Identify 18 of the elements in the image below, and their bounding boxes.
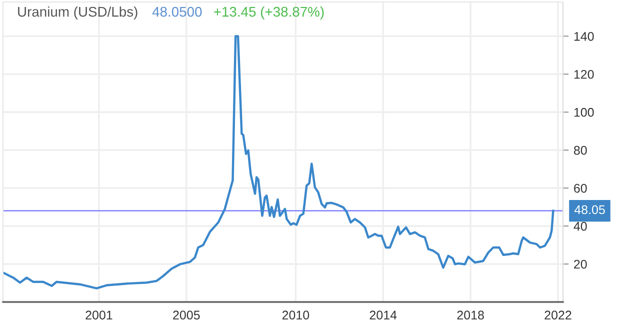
line-series <box>3 35 554 290</box>
chart-subtitle: 48.0500 <box>152 6 202 17</box>
y-tick-label: 40 <box>574 222 587 231</box>
x-tick-label: 2018 <box>457 310 484 320</box>
y-tick-label: 20 <box>574 260 587 269</box>
y-tick-label: 60 <box>574 184 587 193</box>
x-tick-label: 2022 <box>544 310 572 320</box>
ref-line-label: 48.05 <box>574 205 605 214</box>
x-tick-label: 2010 <box>282 310 310 320</box>
x-tick-label: 2005 <box>173 310 200 320</box>
chart-title: Uranium (USD/Lbs) <box>18 6 138 20</box>
y-tick-label: 100 <box>574 108 594 117</box>
y-tick-label: 120 <box>574 70 594 79</box>
annotation: +13.45 (+38.87%) <box>214 6 324 20</box>
x-tick-label: 2014 <box>370 310 397 320</box>
y-tick-label: 80 <box>574 146 587 155</box>
x-tick-label: 2001 <box>86 310 112 320</box>
y-tick-label: 140 <box>574 32 594 41</box>
